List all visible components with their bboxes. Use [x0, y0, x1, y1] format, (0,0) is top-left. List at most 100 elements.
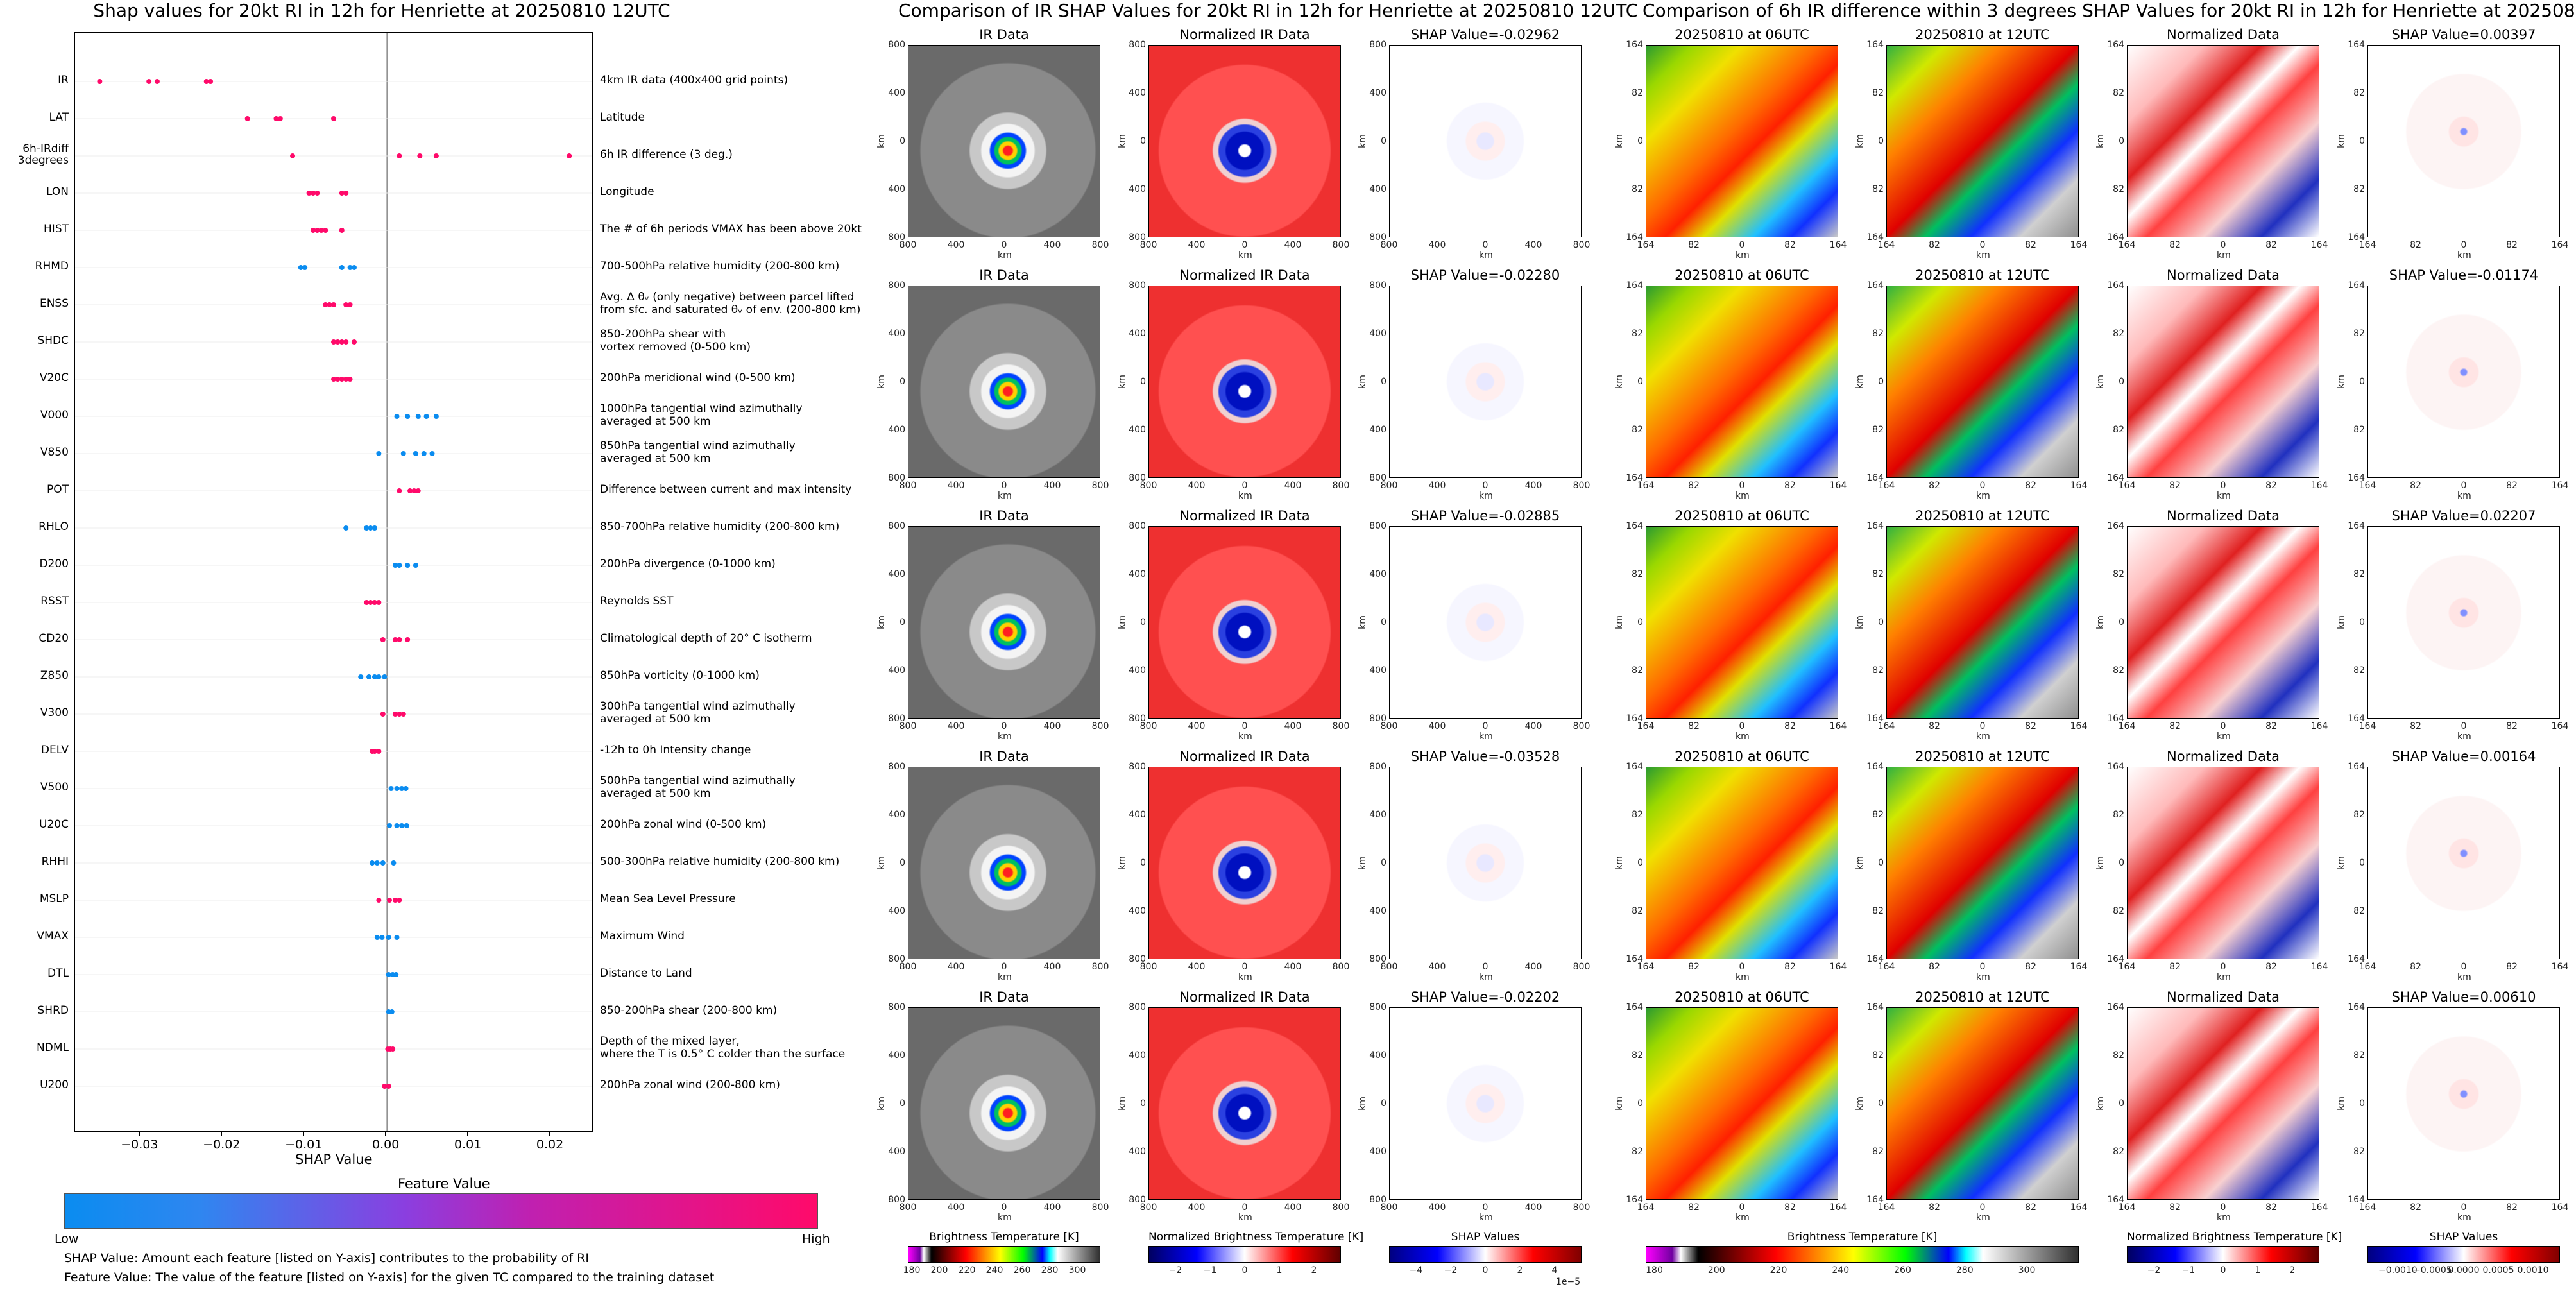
feature-description: 850-200hPa shear with vortex removed (0-…: [600, 328, 751, 354]
normalized-diff-title: Normalized Data: [2167, 268, 2280, 283]
colorbar-tick-label: 0: [2220, 1265, 2226, 1276]
x-tick-label: 0: [2461, 481, 2467, 491]
x-tick-label: 800: [1573, 1202, 1591, 1213]
x-tick-label: 0: [1482, 481, 1488, 491]
x-tick-label: 164: [2118, 1202, 2136, 1213]
colorbar-tick-label: −1: [2181, 1265, 2196, 1276]
colorbar-tick-label: 220: [958, 1265, 976, 1276]
shap-point-shdc: [339, 339, 345, 345]
x-axis-label: km: [1479, 731, 1493, 742]
x-tick-label: 0: [1241, 240, 1248, 250]
diff-brightness-colorbar-label: Brightness Temperature [K]: [1787, 1231, 1938, 1243]
colorbar-tick-label: 0: [1241, 1265, 1248, 1276]
feature-label: D200: [39, 558, 69, 570]
feature-description: Distance to Land: [600, 967, 692, 980]
x-tick-label: 164: [2551, 1202, 2569, 1213]
y-tick-label: 0: [1878, 858, 1884, 868]
feature-label: V000: [40, 409, 69, 422]
y-tick-label: 82: [1632, 665, 1643, 676]
shap-point-6h-irdiff: [417, 153, 423, 158]
x-tick-label: 800: [1091, 962, 1109, 972]
y-axis-label: km: [2335, 1097, 2346, 1111]
shap-point-u20c: [386, 823, 392, 828]
y-tick-label: 164: [2348, 1002, 2365, 1012]
shap-point-lon: [343, 191, 349, 196]
normalized-ir-panel: [1148, 1007, 1341, 1200]
y-tick-label: 164: [2107, 473, 2124, 483]
colorbar-tick-label: 2: [2289, 1265, 2296, 1276]
y-tick-label: 0: [2359, 136, 2365, 146]
y-tick-label: 0: [1878, 377, 1884, 387]
y-tick-label: 164: [1626, 954, 1643, 964]
x-tick-label: 800: [1332, 240, 1350, 250]
y-tick-label: 82: [2353, 665, 2365, 676]
feature-label: CD20: [38, 632, 69, 645]
y-tick-label: 0: [1637, 1098, 1643, 1109]
ir-12utc-title: 20250810 at 12UTC: [1915, 508, 2050, 524]
x-tick-label: 800: [899, 481, 917, 491]
y-tick-label: 164: [2107, 40, 2124, 50]
y-tick-label: 82: [2113, 569, 2124, 579]
x-tick-label: 82: [1688, 721, 1700, 731]
x-tick-mark: [221, 1131, 223, 1136]
ir-normalized-colorbar-label: Normalized Brightness Temperature [K]: [1148, 1231, 1364, 1243]
x-tick-label: 82: [2410, 721, 2421, 731]
shap-point-cd20: [405, 637, 411, 642]
x-tick-label: 82: [2506, 721, 2518, 731]
feature-description: -12h to 0h Intensity change: [600, 744, 751, 756]
y-tick-label: 82: [1872, 569, 1884, 579]
feature-description: 500-300hPa relative humidity (200-800 km…: [600, 855, 840, 868]
y-tick-label: 800: [1369, 473, 1386, 483]
y-axis-label: km: [876, 134, 887, 148]
x-tick-label: 0: [1241, 721, 1248, 731]
x-tick-label: 0: [1739, 481, 1745, 491]
y-tick-label: 82: [2353, 1050, 2365, 1061]
x-tick-label: 400: [1188, 962, 1206, 972]
shap-point-rhlo: [364, 525, 370, 531]
x-tick-label: 82: [2410, 962, 2421, 972]
y-tick-label: 0: [1637, 858, 1643, 868]
feature-label: SHRD: [37, 1004, 69, 1017]
y-tick-label: 800: [888, 521, 905, 531]
x-tick-label: 800: [1332, 1202, 1350, 1213]
y-tick-label: 0: [1381, 617, 1386, 627]
feature-description: 4km IR data (400x400 grid points): [600, 74, 789, 87]
x-tick-label: 800: [1573, 962, 1591, 972]
x-tick-label: 82: [2025, 962, 2036, 972]
y-tick-label: 0: [2359, 1098, 2365, 1109]
ir-normalized-colorbar: [1148, 1246, 1341, 1263]
x-axis-label: km: [1976, 250, 1990, 260]
shap-point-v500: [403, 786, 409, 791]
feature-description: 200hPa zonal wind (0-500 km): [600, 818, 767, 831]
x-tick-label: 164: [2551, 721, 2569, 731]
shap-point-lon: [311, 191, 316, 196]
y-tick-label: 82: [2353, 425, 2365, 435]
y-tick-label: 0: [2119, 617, 2124, 627]
shap-point-vmax: [394, 935, 400, 940]
y-tick-label: 800: [888, 1002, 905, 1012]
shap-point-lon: [306, 191, 312, 196]
y-tick-label: 800: [1129, 713, 1146, 724]
y-tick-label: 800: [1369, 1195, 1386, 1205]
x-tick-label: 400: [1524, 240, 1542, 250]
shap-point-lat: [277, 116, 283, 121]
y-tick-label: 82: [2353, 184, 2365, 194]
y-tick-label: 400: [1369, 329, 1386, 339]
x-tick-label: 164: [2310, 962, 2328, 972]
shap-point-v300: [392, 712, 398, 717]
feature-description: Mean Sea Level Pressure: [600, 892, 736, 905]
shap-point-v000: [415, 414, 421, 419]
x-tick-label: 800: [1380, 481, 1398, 491]
y-axis-label: km: [1854, 134, 1865, 148]
shap-point-v500: [399, 786, 405, 791]
x-tick-label: 0: [1979, 962, 1986, 972]
feature-description: Climatological depth of 20° C isotherm: [600, 632, 812, 645]
y-axis-label: km: [1854, 856, 1865, 870]
shap-point-u20c: [399, 823, 405, 828]
ir-06utc-title: 20250810 at 06UTC: [1675, 508, 1809, 524]
y-axis-label: km: [1116, 134, 1127, 148]
x-tick-label: 400: [1428, 721, 1446, 731]
colorbar-tick-label: 0.0000: [2448, 1265, 2480, 1276]
y-tick-label: 82: [1632, 810, 1643, 820]
shap-point-v850: [413, 451, 418, 456]
